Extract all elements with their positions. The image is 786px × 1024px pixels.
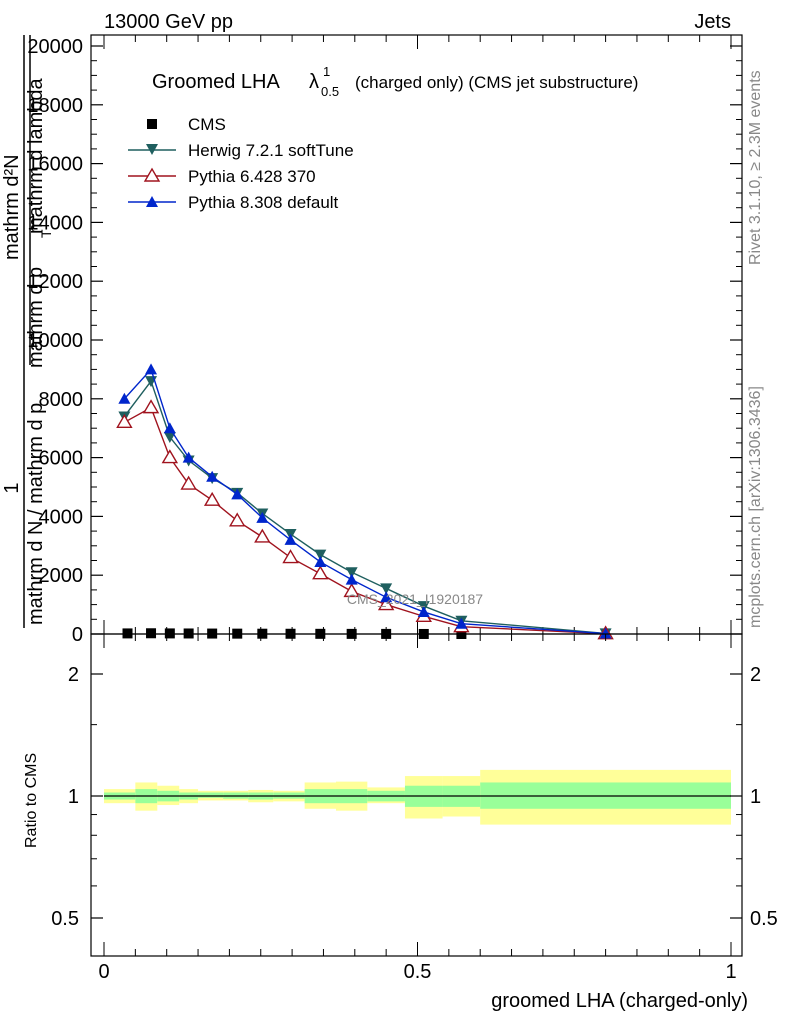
data-point-pythia6 [180,475,197,490]
legend-marker-pythia8 [146,196,158,207]
legend-marker-herwig [146,144,158,155]
data-point-pythia8 [163,422,176,434]
header-energy: 13000 GeV pp [104,11,233,33]
data-point-pythia8 [256,511,269,523]
ratio-y-tick-label: 0.5 [51,908,79,930]
main-y-tick-label: 18000 [27,95,83,117]
y-label-numerator-outer: 1 [1,482,23,493]
legend-item-pythia6: Pythia 6.428 370 [128,167,316,186]
main-y-tick-label: 2000 [39,565,84,587]
main-y-tick-label: 10000 [27,330,83,352]
main-y-tick-label: 4000 [39,506,84,528]
data-point-pythia8 [206,470,219,482]
main-y-tick-label: 16000 [27,154,83,176]
legend-label-cms: CMS [188,115,226,134]
chart-title: Groomed LHA λ 1 0.5 (charged only) (CMS … [152,64,638,99]
data-point-pythia6 [377,596,395,611]
data-point-pythia6 [142,399,160,414]
y-label-numerator-inner: mathrm d²N [1,154,23,260]
y-label-denominator-inner: mathrm d p [25,267,47,368]
data-point-pythia8 [417,605,430,617]
header-process: Jets [694,11,731,33]
x-axis-label: groomed LHA (charged-only) [491,990,748,1012]
data-point-pythia8 [455,617,468,629]
data-point-pythia8 [380,591,393,603]
main-y-tick-label: 0 [72,624,83,646]
ratio-y-tick-label-right: 1 [750,786,761,808]
main-y-tick-label: 8000 [39,389,84,411]
title-superscript: 1 [323,64,330,79]
x-tick-label: 1 [725,961,736,983]
legend-item-cms: CMS [147,115,226,134]
main-y-tick-label: 14000 [27,212,83,234]
y-label-subscript: T [38,229,54,238]
data-point-herwig [314,549,327,561]
data-point-pythia6 [229,512,246,527]
title-subscript: 0.5 [321,84,339,99]
data-point-pythia8 [118,392,131,404]
ratio-panel-frame [90,633,743,957]
ratio-y-tick-label: 1 [68,786,79,808]
data-point-pythia6 [116,413,133,429]
title-symbol: λ [309,71,319,93]
ratio-y-tick-label: 2 [68,664,79,686]
data-point-pythia6 [343,582,360,598]
data-point-pythia8 [599,627,612,639]
data-point-pythia8 [231,488,244,500]
data-point-pythia8 [314,555,327,567]
ratio-y-tick-label-right: 2 [750,664,761,686]
data-point-herwig [163,432,176,444]
data-point-pythia6 [312,565,329,580]
ratio-y-label: Ratio to CMS [23,753,40,848]
data-point-pythia6 [203,491,221,506]
main-y-tick-label: 6000 [39,448,84,470]
legend: CMS Herwig 7.2.1 softTune Pythia 6.428 3… [128,115,354,212]
side-label-bottom: mcplots.cern.ch [arXiv:1306.3436] [747,386,764,628]
main-y-tick-label: 20000 [27,36,83,58]
data-point-cms [146,628,157,639]
side-label-top: Rivet 3.1.10, ≥ 2.3M events [747,70,764,265]
legend-label-herwig: Herwig 7.2.1 softTune [188,141,354,160]
legend-marker-pythia6 [143,167,161,182]
data-point-pythia8 [345,573,358,585]
ratio-panel-axes: 0.5 0.5 1 1 2 2 0 0.5 1 [51,634,778,983]
y-label-denominator-outer: mathrm d N / mathrm d p [25,403,47,625]
series-line-1 [123,379,606,635]
data-point-pythia8 [182,451,195,463]
title-main: Groomed LHA [152,71,280,93]
x-tick-label: 0.5 [404,961,432,983]
legend-label-pythia6: Pythia 6.428 370 [188,167,316,186]
title-suffix: (charged only) (CMS jet substructure) [355,73,638,92]
main-y-tick-label: 12000 [27,271,83,293]
data-point-pythia8 [145,363,158,375]
legend-item-pythia8: Pythia 8.308 default [128,193,339,212]
analysis-watermark: CMS_2021_I1920187 [347,591,483,607]
data-point-pythia6 [282,549,299,564]
data-point-pythia6 [161,449,179,464]
data-point-pythia8 [284,533,297,545]
main-panel-axes: 0 2000 4000 6000 8000 10000 12000 14000 16000 180… [27,35,742,646]
data-point-pythia6 [254,528,271,543]
data-point-herwig [380,583,393,595]
legend-marker-cms [147,119,157,129]
y-label-denominator-inner-tail: mathrm d lambda [25,78,47,234]
ratio-bands [104,769,731,825]
ratio-band-inner [198,792,224,798]
ratio-y-tick-label-right: 0.5 [750,908,778,930]
legend-label-pythia8: Pythia 8.308 default [188,193,339,212]
legend-item-herwig: Herwig 7.2.1 softTune [128,141,354,160]
x-tick-label: 0 [98,961,109,983]
main-y-label: 1 mathrm d N / mathrm d p mathrm d²N mat… [1,35,54,628]
data-point-herwig [345,567,358,579]
